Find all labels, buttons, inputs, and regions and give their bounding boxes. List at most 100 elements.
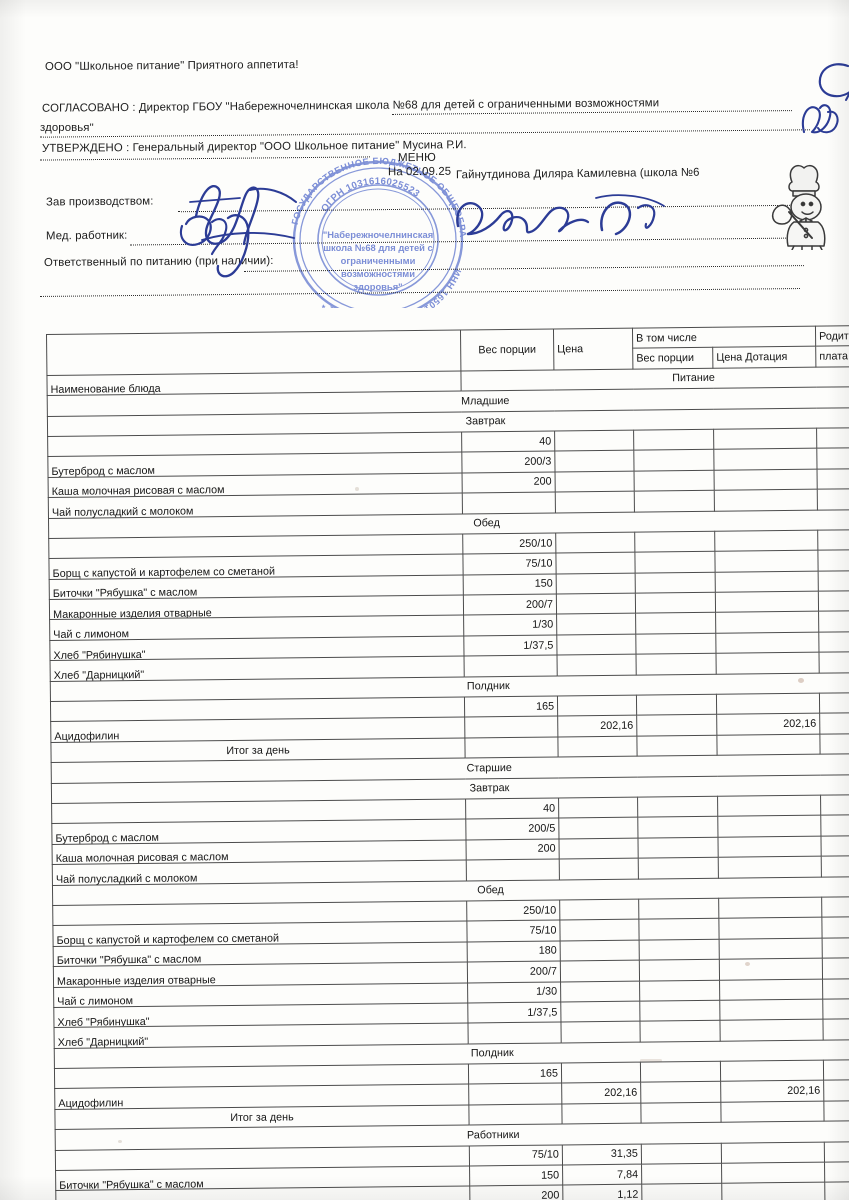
dish-parent-pay-cell <box>820 793 849 816</box>
dotted-leader <box>244 265 804 272</box>
dish-price-cell: 7,84 <box>562 1164 642 1186</box>
header-cell-name <box>46 330 461 376</box>
dish-price-cell <box>555 470 635 493</box>
dish-weight-included-cell <box>634 531 715 553</box>
dish-weight-cell: 200 <box>469 1185 563 1200</box>
dish-weight-cell: 1/37,5 <box>463 634 558 657</box>
dish-weight-included-cell <box>636 694 717 716</box>
dish-price-cell <box>556 633 637 656</box>
dish-weight-cell: 150 <box>463 573 557 596</box>
dish-price-subsidy-cell <box>714 489 818 511</box>
dish-parent-pay-cell <box>822 977 849 1000</box>
daily-total-empty-cell <box>561 1102 642 1125</box>
daily-total-empty-cell <box>640 1102 722 1124</box>
dish-price-cell <box>561 1062 641 1084</box>
dish-weight-cell: 200 <box>462 471 556 494</box>
dish-weight-cell: 165 <box>468 1063 562 1085</box>
dish-price-subsidy-cell <box>715 652 820 674</box>
dish-price-subsidy-cell <box>719 1019 824 1041</box>
soglasovano-continuation: здоровья" <box>40 122 94 134</box>
dish-weight-included-cell <box>638 857 719 879</box>
dish-weight-cell <box>466 859 560 881</box>
dish-weight-included-cell <box>636 653 717 675</box>
dish-price-cell <box>556 593 636 615</box>
dish-price-cell <box>555 532 635 554</box>
menu-title: МЕНЮ <box>397 150 436 165</box>
dish-price-subsidy-cell <box>717 835 822 858</box>
dish-parent-pay-cell <box>824 1181 849 1200</box>
dish-weight-included-cell <box>633 429 714 451</box>
header-cell-included-group: В том числе <box>632 326 816 349</box>
dish-price-subsidy-cell <box>719 999 823 1021</box>
dish-parent-pay-cell <box>817 528 849 551</box>
svg-text:здоровья": здоровья" <box>353 281 402 292</box>
dish-parent-pay-cell <box>824 1160 849 1183</box>
svg-text:школа №68 для детей с: школа №68 для детей с <box>323 242 433 253</box>
dish-price-subsidy-cell <box>717 795 821 817</box>
dotted-leader <box>40 129 810 138</box>
dish-parent-pay-cell <box>824 1140 849 1163</box>
dish-weight-included-cell <box>634 551 716 573</box>
dish-price-subsidy-cell <box>721 1162 825 1184</box>
svg-text:"Набережночелнинская: "Набережночелнинская <box>323 229 433 240</box>
dish-parent-pay-cell <box>823 1079 849 1101</box>
scan-artifact <box>745 962 750 966</box>
dish-weight-cell: 200/3 <box>461 451 556 473</box>
daily-total-empty-cell <box>819 732 849 755</box>
dish-weight-cell: 250/10 <box>466 899 560 922</box>
dish-parent-pay-cell <box>822 997 849 1020</box>
dish-weight-cell <box>467 1022 562 1044</box>
dish-price-subsidy-cell <box>713 428 817 450</box>
header-cell-price-subsidy: Цена Дотация <box>712 346 816 369</box>
dish-price-subsidy-cell <box>715 591 819 613</box>
daily-total-empty-cell <box>468 1103 563 1126</box>
dish-weight-included-cell <box>634 490 715 512</box>
dish-weight-cell: 250/10 <box>462 532 556 555</box>
dish-parent-pay-cell <box>817 549 849 571</box>
dish-price-subsidy-cell <box>715 570 819 593</box>
dish-parent-pay-cell <box>818 569 849 592</box>
header-cell-parent-pay-line1: Родит <box>815 324 849 347</box>
dish-parent-pay-cell <box>822 936 849 959</box>
dish-price-subsidy-cell <box>714 550 819 572</box>
med-rabotnik-label: Мед. работник: <box>45 229 128 243</box>
dish-weight-included-cell <box>640 1081 721 1103</box>
dish-parent-pay-cell <box>822 957 849 979</box>
daily-total-empty-cell <box>464 736 559 759</box>
dotted-leader <box>40 288 800 297</box>
dish-weight-included-cell <box>639 959 720 981</box>
dish-price-cell <box>560 980 640 1002</box>
dish-parent-pay-cell <box>818 630 849 653</box>
dish-weight-included-cell <box>637 816 718 838</box>
dish-price-cell <box>556 613 636 635</box>
header-cell-parent-pay-line2: плата <box>815 345 849 367</box>
dish-price-subsidy-cell <box>718 897 822 919</box>
dish-weight-included-cell <box>634 470 715 492</box>
dish-price-cell <box>560 1021 641 1043</box>
dish-weight-included-cell <box>636 714 717 736</box>
dish-price-cell <box>558 837 639 860</box>
dish-price-subsidy-cell <box>718 856 822 878</box>
dish-weight-cell: 200/7 <box>463 594 557 616</box>
dish-weight-cell: 200/7 <box>467 961 561 983</box>
dish-price-subsidy-cell <box>717 815 821 838</box>
scan-artifact <box>355 487 359 491</box>
dish-weight-cell: 40 <box>465 797 559 820</box>
table-body: Наименование блюда Питание Младшие Завтрак 4… <box>46 365 849 1200</box>
responsible-person-name: Гайнутдинова Диляра Камилевна (школа №6 <box>455 166 700 182</box>
dish-parent-pay-cell <box>818 590 849 612</box>
dish-weight-included-cell <box>637 796 718 818</box>
menu-table: Вес порции Цена В том числе Родит Вес по… <box>46 324 849 1200</box>
dish-weight-included-cell <box>639 1020 721 1042</box>
dish-weight-cell: 75/10 <box>462 553 557 575</box>
dish-parent-pay-cell <box>817 488 849 510</box>
dish-weight-included-cell <box>638 918 720 940</box>
dish-price-subsidy-cell <box>716 693 820 715</box>
dish-parent-pay-cell <box>821 895 849 918</box>
dish-weight-included-cell <box>641 1163 722 1185</box>
dish-parent-pay-cell <box>820 814 849 836</box>
dish-weight-included-cell <box>641 1142 722 1165</box>
dish-weight-included-cell <box>637 837 719 859</box>
dish-price-subsidy-cell <box>714 530 818 552</box>
dish-parent-pay-cell <box>817 467 849 490</box>
